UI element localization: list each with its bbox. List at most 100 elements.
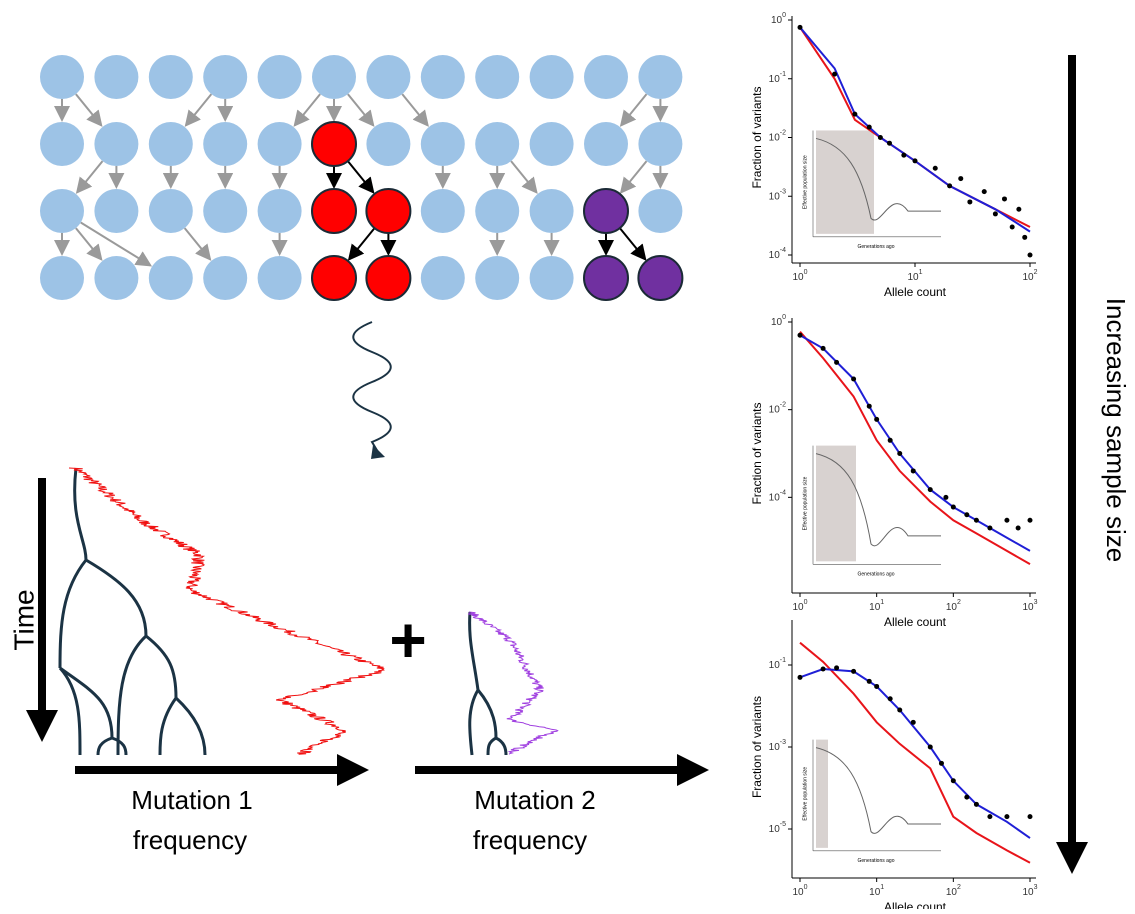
inset-curve: [815, 453, 941, 547]
data-point: [1027, 814, 1033, 820]
tick-base: 10: [769, 824, 781, 835]
tick-base: 10: [769, 73, 781, 84]
inset-y-label: Effective population size: [802, 767, 808, 821]
inset-background: [816, 739, 828, 848]
data-point: [866, 403, 872, 409]
data-point: [932, 165, 938, 171]
y-axis-label: Fraction of variants: [750, 696, 764, 798]
data-point: [852, 111, 858, 117]
tick-base: 10: [792, 887, 804, 898]
data-point: [958, 176, 964, 182]
tick-label: 103: [1022, 599, 1037, 613]
data-point: [992, 211, 998, 217]
data-point: [910, 719, 916, 725]
data-point: [973, 517, 979, 523]
inset-y-label: Effective population size: [802, 155, 808, 209]
lineage-arrow: [75, 160, 104, 194]
mutation-1-trajectory: [68, 467, 385, 755]
tick-base: 10: [769, 742, 781, 753]
x-axis-label: Allele count: [884, 285, 947, 299]
individual: [584, 122, 628, 166]
data-point: [987, 814, 993, 820]
tick-label: 10-5: [769, 821, 786, 835]
tick-base: 10: [907, 272, 919, 283]
data-point: [1001, 196, 1007, 202]
individual: [203, 256, 248, 300]
individual: [638, 55, 683, 99]
inset-y-label: Effective population size: [802, 476, 808, 530]
tick-exponent: -3: [780, 739, 786, 746]
tick-exponent: -1: [780, 657, 786, 664]
data-point: [912, 158, 918, 164]
tick-base: 10: [946, 887, 958, 898]
individual: [203, 122, 248, 166]
lineage-arrow: [347, 160, 375, 194]
lineage-arrow: [619, 227, 647, 261]
wavy-arrow-head: [371, 445, 385, 459]
individual: [94, 189, 139, 233]
lineage-arrow: [184, 93, 213, 127]
tick-label: 100: [792, 884, 807, 898]
data-point: [820, 345, 826, 351]
wavy-arrow: [352, 321, 392, 453]
inset-curve: [815, 747, 941, 834]
individual: [203, 189, 248, 233]
tick-base: 10: [769, 404, 781, 415]
tick-label: 10-1: [769, 71, 786, 85]
individual: [257, 55, 302, 99]
tick-label: 10-3: [769, 739, 786, 753]
tick-label: 100: [771, 314, 786, 328]
lineage-arrow: [347, 227, 376, 261]
individual: [94, 256, 139, 300]
data-point: [938, 760, 944, 766]
individual: [365, 255, 412, 301]
mutation-2-label: Mutation 2: [474, 785, 595, 815]
inset-curve: [815, 137, 941, 221]
data-point: [897, 707, 903, 713]
tick-base: 10: [769, 492, 781, 503]
tick-label: 101: [869, 884, 884, 898]
individual: [529, 189, 574, 233]
data-point: [1015, 525, 1021, 531]
tick-exponent: 2: [957, 884, 961, 891]
data-point: [797, 674, 803, 680]
inset-x-label: Generations ago: [858, 572, 895, 578]
individual: [638, 122, 683, 166]
tick-exponent: -2: [780, 129, 786, 136]
population-grid: [40, 55, 684, 301]
tick-exponent: 0: [782, 314, 786, 321]
data-point: [834, 359, 840, 365]
plus-sign: +: [389, 604, 426, 676]
tick-label: 102: [946, 599, 961, 613]
individual: [203, 55, 248, 99]
lineage-arrow: [80, 221, 153, 267]
individual: [311, 255, 357, 301]
mutation-2-label: frequency: [473, 825, 587, 855]
tick-label: 100: [771, 12, 786, 26]
tick-exponent: -5: [780, 821, 786, 828]
tick-base: 10: [1022, 272, 1034, 283]
individual: [40, 122, 84, 166]
tick-base: 10: [771, 15, 783, 26]
mutation-2-trajectory: [467, 611, 559, 755]
individual: [366, 122, 411, 166]
data-point: [887, 696, 893, 702]
data-point: [947, 183, 953, 189]
lineage-arrow: [510, 160, 538, 194]
data-point: [927, 744, 933, 750]
tick-exponent: -2: [780, 402, 786, 409]
lineage-arrow: [75, 227, 103, 261]
tick-base: 10: [1022, 887, 1034, 898]
individual: [40, 256, 84, 300]
individual: [420, 122, 465, 166]
tick-label: 10-3: [769, 188, 786, 202]
tick-label: 101: [907, 269, 922, 283]
tick-base: 10: [769, 191, 781, 202]
tick-exponent: 3: [1034, 599, 1038, 606]
data-point: [1009, 224, 1015, 230]
individual: [420, 256, 465, 300]
